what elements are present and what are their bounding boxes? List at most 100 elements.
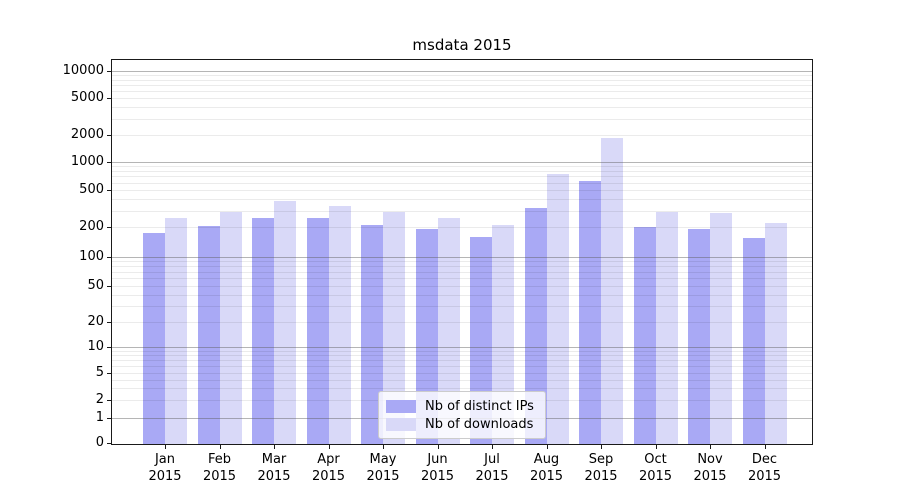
gridline-minor <box>112 227 812 228</box>
gridline-minor <box>112 278 812 280</box>
y-axis-tick-mark-10000 <box>107 71 111 72</box>
y-axis-tick-label-5000: 5000 <box>70 90 104 105</box>
y-axis-tick-mark-500 <box>107 190 111 191</box>
gridline-minor <box>112 171 812 172</box>
gridline-minor <box>112 75 812 77</box>
gridline-minor <box>112 84 812 86</box>
gridline-minor <box>112 350 812 352</box>
bar-nb-of-downloads-may <box>383 212 405 444</box>
plot-area <box>111 59 813 445</box>
legend-item-distinct-ips: Nb of distinct IPs <box>386 397 538 415</box>
y-axis-tick-label-20: 20 <box>87 314 104 329</box>
gridline-minor <box>112 379 812 381</box>
x-axis-tick-mark-may <box>383 445 384 449</box>
x-axis-tick-mark-oct <box>655 445 657 449</box>
gridline-minor <box>112 271 812 273</box>
x-axis-tick-mark-nov <box>710 445 711 449</box>
y-axis-tick-label-50: 50 <box>87 278 104 293</box>
y-axis-tick-mark-50 <box>107 286 111 287</box>
x-axis-tick-mark-jun <box>437 445 439 449</box>
bar-nb-of-distinct-ips-may <box>361 225 383 444</box>
bar-nb-of-downloads-jan <box>165 218 187 444</box>
gridline-major <box>112 347 812 348</box>
x-axis-tick-mark-aug <box>546 445 548 449</box>
y-axis-tick-mark-2000 <box>107 135 111 136</box>
x-axis-tick-label-nov: Nov 2015 <box>693 452 727 484</box>
gridline-minor <box>112 360 812 362</box>
y-axis-tick-mark-200 <box>107 227 111 228</box>
legend-swatch-downloads <box>386 417 416 431</box>
gridline-major <box>112 257 812 258</box>
y-axis-tick-mark-2 <box>107 400 111 401</box>
gridline-minor <box>112 176 812 178</box>
gridline-minor <box>112 355 812 357</box>
x-axis-tick-mark-jul <box>492 445 493 449</box>
gridline-minor <box>112 182 812 184</box>
gridline-minor <box>112 286 812 287</box>
x-axis-tick-label-sep: Sep 2015 <box>584 452 618 484</box>
x-axis-tick-label-mar: Mar 2015 <box>257 452 291 484</box>
y-axis-tick-label-200: 200 <box>79 219 104 234</box>
x-axis-tick-label-apr: Apr 2015 <box>311 452 346 484</box>
y-axis-tick-label-0: 0 <box>95 435 104 450</box>
bar-nb-of-distinct-ips-feb <box>197 226 220 444</box>
legend-swatch-distinct-ips <box>386 399 416 413</box>
bar-nb-of-downloads-oct <box>655 212 678 444</box>
x-axis-tick-mark-mar <box>274 445 275 449</box>
y-axis-tick-label-2000: 2000 <box>70 127 104 142</box>
y-axis-tick-mark-20 <box>107 322 111 323</box>
bar-nb-of-distinct-ips-oct <box>633 227 656 444</box>
x-axis-tick-label-jan: Jan 2015 <box>148 452 182 484</box>
bar-nb-of-distinct-ips-jan <box>143 232 165 444</box>
legend-label-distinct-ips: Nb of distinct IPs <box>425 398 534 414</box>
x-axis-tick-label-dec: Dec 2015 <box>747 452 782 484</box>
gridline-minor <box>112 373 812 374</box>
x-axis-tick-label-oct: Oct 2015 <box>638 452 673 484</box>
gridline-major <box>112 71 812 72</box>
bar-nb-of-distinct-ips-apr <box>306 218 329 444</box>
x-axis-tick-mark-jan <box>165 445 166 449</box>
gridline-minor <box>112 261 812 263</box>
y-axis-tick-mark-10 <box>107 347 111 348</box>
y-axis-tick-label-1: 1 <box>95 410 104 425</box>
bar-nb-of-downloads-mar <box>274 201 296 444</box>
x-axis-tick-label-feb: Feb 2015 <box>202 452 237 484</box>
bar-nb-of-distinct-ips-sep <box>579 180 601 444</box>
legend-label-downloads: Nb of downloads <box>425 416 534 432</box>
gridline-minor <box>112 210 812 212</box>
bar-nb-of-distinct-ips-mar <box>252 218 274 444</box>
gridline-minor <box>112 166 812 168</box>
y-axis-tick-label-100: 100 <box>79 249 104 264</box>
y-axis-tick-label-1000: 1000 <box>70 154 104 169</box>
x-axis-tick-mark-sep <box>601 445 602 449</box>
gridline-minor <box>112 107 812 108</box>
bar-nb-of-downloads-sep <box>601 138 623 444</box>
y-axis-tick-mark-5 <box>107 373 111 374</box>
bar-nb-of-downloads-apr <box>328 206 351 444</box>
bar-nb-of-distinct-ips-dec <box>742 238 765 444</box>
bar-nb-of-distinct-ips-jun <box>415 229 438 444</box>
chart-title: msdata 2015 <box>412 36 512 54</box>
x-axis-tick-label-may: May 2015 <box>366 452 400 484</box>
x-axis-tick-mark-feb <box>219 445 221 449</box>
y-axis-tick-label-500: 500 <box>79 182 104 197</box>
gridline-minor <box>112 366 812 368</box>
y-axis-tick-label-2: 2 <box>95 392 104 407</box>
gridline-minor <box>112 306 812 308</box>
gridline-minor <box>112 294 812 296</box>
x-axis-tick-label-jul: Jul 2015 <box>475 452 509 484</box>
y-axis-tick-label-10: 10 <box>87 339 104 354</box>
gridline-minor <box>112 388 812 390</box>
y-axis-tick-mark-1 <box>107 418 111 419</box>
bar-nb-of-downloads-dec <box>764 223 787 444</box>
gridline-minor <box>112 199 812 200</box>
bar-nb-of-downloads-aug <box>546 173 569 444</box>
bar-nb-of-downloads-jun <box>437 218 460 444</box>
y-axis-tick-mark-100 <box>107 257 111 258</box>
bar-nb-of-downloads-nov <box>710 212 732 444</box>
gridline-minor <box>112 90 812 92</box>
gridline-minor <box>112 135 812 136</box>
gridline-minor <box>112 118 812 120</box>
gridline-minor <box>112 322 812 323</box>
